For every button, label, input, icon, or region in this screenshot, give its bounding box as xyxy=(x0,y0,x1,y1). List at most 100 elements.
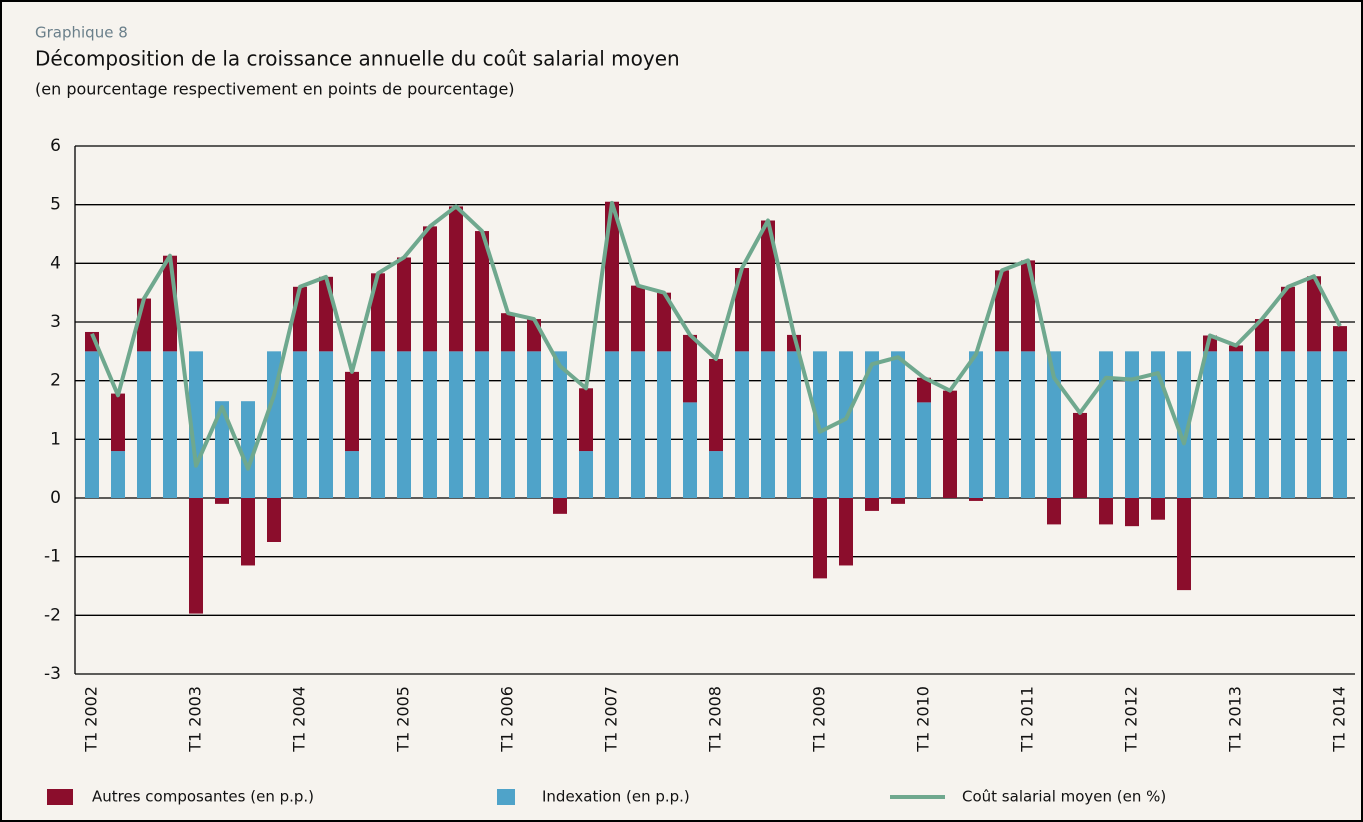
x-tick-label: T1 2006 xyxy=(498,686,517,753)
y-tick-label: -3 xyxy=(44,664,61,684)
bar xyxy=(709,358,723,452)
bar xyxy=(111,393,125,452)
y-tick-label: -2 xyxy=(44,605,61,625)
y-tick-label: 2 xyxy=(50,371,61,391)
x-tick-label: T1 2003 xyxy=(186,686,205,753)
bar xyxy=(475,231,489,352)
bar xyxy=(215,401,229,498)
bar xyxy=(241,498,255,566)
x-tick-label: T1 2012 xyxy=(1122,686,1141,753)
bar xyxy=(761,220,775,352)
chart-label: Graphique 8 xyxy=(35,24,128,42)
bar xyxy=(345,371,359,452)
chart-title: Décomposition de la croissance annuelle … xyxy=(35,47,680,71)
bar xyxy=(1125,498,1139,527)
x-tick-label: T1 2007 xyxy=(602,686,621,753)
bar xyxy=(865,351,879,498)
bar xyxy=(1333,326,1347,352)
bar xyxy=(1307,276,1321,352)
bar xyxy=(1177,351,1191,498)
bar xyxy=(943,390,957,498)
x-tick-label: T1 2010 xyxy=(914,686,933,753)
bar xyxy=(501,351,515,498)
bar xyxy=(709,451,723,498)
legend-label: Autres composantes (en p.p.) xyxy=(92,788,314,806)
bar xyxy=(839,498,853,566)
bar xyxy=(527,351,541,498)
bar xyxy=(761,351,775,498)
bar xyxy=(293,351,307,498)
bar xyxy=(1099,351,1113,498)
bar xyxy=(657,292,671,352)
legend-label: Coût salarial moyen (en %) xyxy=(962,788,1166,806)
bar xyxy=(1255,351,1269,498)
bar xyxy=(267,498,281,542)
bar xyxy=(215,498,229,504)
bar xyxy=(345,451,359,498)
bar xyxy=(501,313,515,352)
x-tick-label: T1 2002 xyxy=(82,686,101,753)
bar xyxy=(553,498,567,514)
bar xyxy=(1307,351,1321,498)
x-tick-label: T1 2013 xyxy=(1226,686,1245,753)
bar xyxy=(1229,345,1243,352)
bar xyxy=(1073,412,1087,498)
y-tick-label: 4 xyxy=(50,253,61,273)
bar xyxy=(891,351,905,498)
y-tick-label: 0 xyxy=(50,488,61,508)
y-tick-label: 3 xyxy=(50,312,61,332)
bar xyxy=(1047,351,1061,498)
bar xyxy=(631,351,645,498)
bar xyxy=(137,351,151,498)
chart-subtitle: (en pourcentage respectivement en points… xyxy=(35,80,515,99)
bar xyxy=(1099,498,1113,525)
bar xyxy=(579,388,593,452)
bar xyxy=(137,298,151,352)
bar xyxy=(865,498,879,511)
bar xyxy=(1021,351,1035,498)
bar xyxy=(735,268,749,352)
bar xyxy=(995,351,1009,498)
y-tick-label: -1 xyxy=(44,547,61,567)
bar xyxy=(1125,351,1139,498)
bar xyxy=(683,334,697,403)
bar xyxy=(449,351,463,498)
bar xyxy=(397,351,411,498)
bar xyxy=(475,351,489,498)
bar xyxy=(85,351,99,498)
legend-swatch xyxy=(497,789,515,805)
bar xyxy=(683,402,697,498)
y-tick-label: 5 xyxy=(50,195,61,215)
bar xyxy=(111,451,125,498)
y-tick-label: 6 xyxy=(50,136,61,156)
bar xyxy=(319,351,333,498)
bar xyxy=(1151,498,1165,520)
bar xyxy=(631,285,645,352)
bar xyxy=(423,351,437,498)
bar xyxy=(891,498,905,504)
bar xyxy=(1281,286,1295,352)
bar xyxy=(735,351,749,498)
bar xyxy=(1255,319,1269,352)
bar xyxy=(553,351,567,498)
bar xyxy=(397,257,411,352)
x-tick-label: T1 2004 xyxy=(290,686,309,753)
bar xyxy=(995,270,1009,352)
bar xyxy=(605,351,619,498)
y-tick-label: 1 xyxy=(50,429,61,449)
bar xyxy=(969,498,983,501)
legend-swatch xyxy=(47,789,73,805)
bar xyxy=(1333,351,1347,498)
x-tick-label: T1 2011 xyxy=(1018,686,1037,753)
bar xyxy=(657,351,671,498)
bar xyxy=(371,351,385,498)
x-tick-label: T1 2014 xyxy=(1330,686,1349,753)
bar xyxy=(787,351,801,498)
bar xyxy=(1047,498,1061,525)
bar xyxy=(839,351,853,498)
bar xyxy=(579,451,593,498)
bar xyxy=(813,498,827,579)
line xyxy=(90,200,1342,471)
bar xyxy=(241,401,255,498)
